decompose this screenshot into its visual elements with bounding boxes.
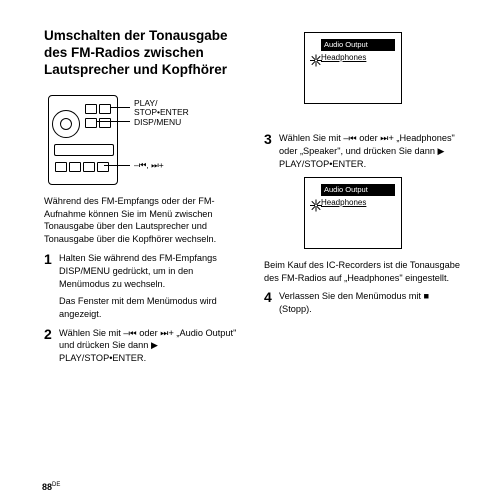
btn-d	[99, 118, 111, 128]
step-1: 1 Halten Sie während des FM-Empfangs DIS…	[44, 252, 242, 291]
step-4: 4 Verlassen Sie den Menümodus mit ■ (Sto…	[264, 290, 462, 316]
btn-play	[99, 104, 111, 114]
device-diagram: PLAY/ STOP•ENTER DISP/MENU –⏮︎, ⏭︎+	[48, 89, 228, 189]
screen-header: Audio Output	[321, 184, 395, 196]
highlight-icon	[307, 55, 319, 67]
step-number: 3	[264, 132, 274, 171]
display-bar	[54, 144, 114, 156]
pointer-skip	[104, 165, 130, 166]
page-number-lang: DE	[52, 482, 60, 488]
intro-paragraph: Während des FM-Empfangs oder der FM-Aufn…	[44, 195, 242, 247]
step-3: 3 Wählen Sie mit –⏮︎ oder ⏭︎+ „Headphone…	[264, 132, 462, 171]
left-column: Umschalten der Tonausgabe des FM-Radios …	[44, 28, 242, 367]
step-1-sub: Das Fenster mit dem Menümodus wird angez…	[59, 295, 242, 321]
screen-row: Headphones	[321, 198, 366, 207]
page-title: Umschalten der Tonausgabe des FM-Radios …	[44, 28, 242, 79]
label-disp: DISP/MENU	[134, 118, 181, 127]
pointer-play	[110, 107, 130, 108]
btn-next	[97, 162, 109, 172]
lcd-screen-2: Audio Output Headphones	[304, 177, 402, 249]
pointer-disp	[96, 121, 130, 122]
step-number: 2	[44, 327, 54, 366]
screen-selected: Headphones	[321, 198, 366, 207]
step-3-note: Beim Kauf des IC-Recorders ist die Tonau…	[264, 259, 462, 285]
screen-selected: Headphones	[321, 53, 366, 62]
label-play: PLAY/ STOP•ENTER	[134, 99, 189, 118]
right-column: Audio Output Headphones 3 Wählen Sie mit…	[264, 28, 462, 367]
highlight-icon	[307, 200, 319, 212]
device-outline	[48, 95, 118, 185]
step-body: Verlassen Sie den Menümodus mit ■ (Stopp…	[279, 290, 462, 316]
lcd-screen-1: Audio Output Headphones	[304, 32, 402, 104]
step-body: Wählen Sie mit –⏮︎ oder ⏭︎+ „Headphones"…	[279, 132, 462, 171]
page-number-value: 88	[42, 482, 52, 492]
page-number: 88DE	[42, 482, 60, 492]
label-skip: –⏮︎, ⏭︎+	[134, 161, 164, 170]
btn-disp	[85, 118, 97, 128]
speaker-icon	[52, 110, 80, 138]
step-number: 1	[44, 252, 54, 291]
screen-header: Audio Output	[321, 39, 395, 51]
btn-prev	[83, 162, 95, 172]
btn-f	[69, 162, 81, 172]
manual-page: Umschalten der Tonausgabe des FM-Radios …	[0, 0, 500, 377]
screen-row: Headphones	[321, 53, 366, 62]
btn-e	[55, 162, 67, 172]
btn-a	[85, 104, 97, 114]
step-2: 2 Wählen Sie mit –⏮︎ oder ⏭︎+ „Audio Out…	[44, 327, 242, 366]
step-body: Wählen Sie mit –⏮︎ oder ⏭︎+ „Audio Outpu…	[59, 327, 242, 366]
step-body: Halten Sie während des FM-Empfangs DISP/…	[59, 252, 242, 291]
step-number: 4	[264, 290, 274, 316]
